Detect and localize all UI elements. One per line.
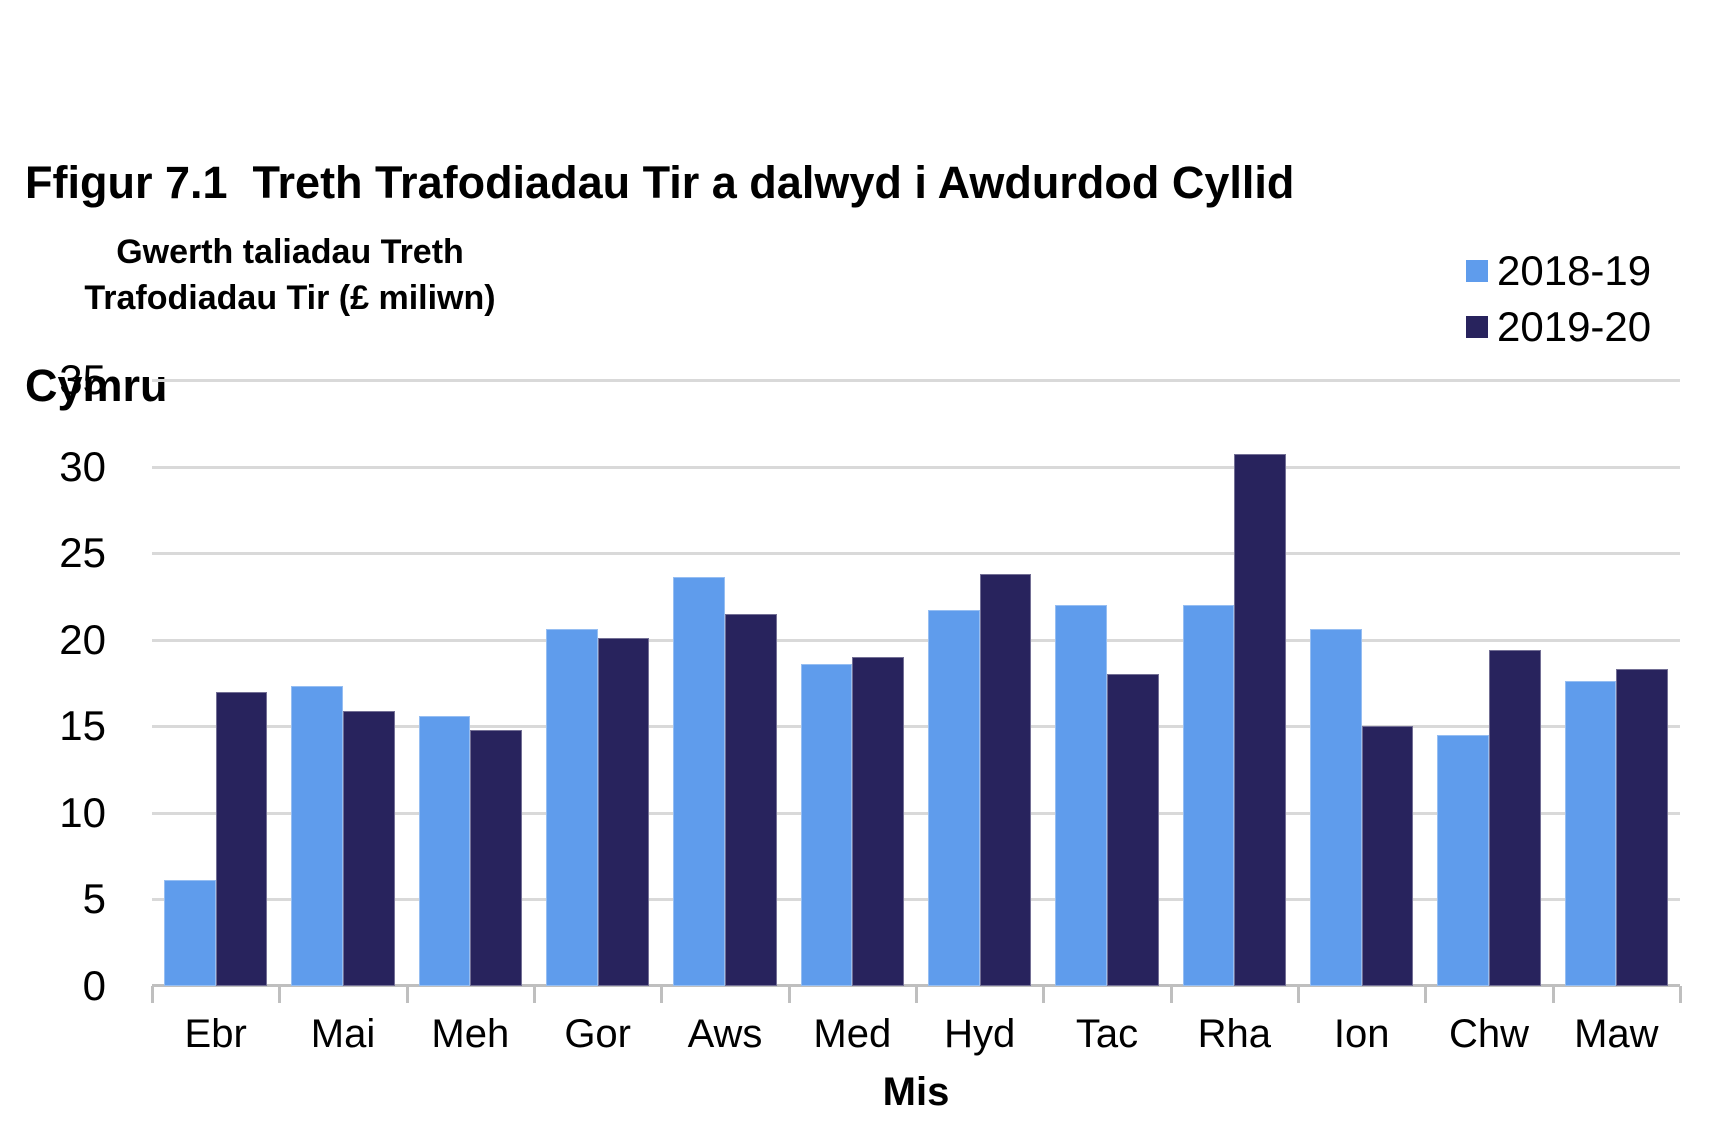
x-tick-label-Ion: Ion <box>1333 1012 1390 1056</box>
gridline-15 <box>152 725 1680 729</box>
bar-2018-19-Meh <box>418 715 471 986</box>
x-tick-label-Aws: Aws <box>687 1012 763 1056</box>
y-axis-title-line-1: Gwerth taliadau Treth <box>116 233 464 271</box>
legend-item-2018-19: 2018-19 <box>1466 250 1651 292</box>
bar-2018-19-Maw <box>1564 681 1617 986</box>
bar-2019-20-Hyd <box>979 573 1032 986</box>
gridline-35 <box>152 379 1680 382</box>
y-tick-label-30: 30 <box>59 442 106 490</box>
y-axis-title: Gwerth taliadau Treth Trafodiadau Tir (£… <box>55 230 525 322</box>
gridline-25 <box>152 552 1680 556</box>
x-tick-label-Ebr: Ebr <box>184 1012 247 1056</box>
plot-area <box>151 379 1682 1003</box>
y-axis-tick-labels: 0 5 10 15 20 25 30 35 <box>0 359 106 1007</box>
x-tick-label-Gor: Gor <box>564 1012 631 1056</box>
bar-2018-19-Rha <box>1182 605 1235 986</box>
x-axis-tick <box>278 986 281 1003</box>
x-axis-tick <box>915 986 918 1003</box>
x-tick-label-Chw: Chw <box>1448 1012 1529 1056</box>
y-tick-label-5: 5 <box>82 875 106 923</box>
x-axis-tick <box>1424 986 1427 1003</box>
x-axis-tick <box>660 986 663 1003</box>
x-axis-tick <box>1042 986 1045 1003</box>
y-tick-label-0: 0 <box>82 962 106 1009</box>
y-tick-label-25: 25 <box>59 529 106 577</box>
bar-2018-19-Med <box>800 663 853 986</box>
x-axis-tick <box>533 986 536 1003</box>
bar-2018-19-Mai <box>291 686 343 986</box>
bar-2018-19-Aws <box>673 577 725 986</box>
legend-item-2019-20: 2019-20 <box>1466 306 1651 348</box>
legend-label-2018-19: 2018-19 <box>1497 247 1652 294</box>
x-tick-label-Med: Med <box>813 1012 892 1056</box>
bar-2019-20-Mai <box>343 710 395 986</box>
x-axis-tick <box>1297 986 1300 1003</box>
y-tick-label-15: 15 <box>59 702 106 750</box>
bar-2019-20-Gor <box>597 637 650 986</box>
bar-2019-20-Ion <box>1361 726 1414 986</box>
bar-2019-20-Maw <box>1616 669 1668 986</box>
y-axis-title-line-2: Trafodiadau Tir (£ miliwn) <box>84 278 496 317</box>
bar-2019-20-Meh <box>470 729 522 986</box>
x-axis-tick <box>788 986 791 1003</box>
bar-2018-19-Ion <box>1310 629 1362 986</box>
bar-2018-19-Chw <box>1437 734 1489 986</box>
x-tick-label-Rha: Rha <box>1197 1012 1272 1056</box>
y-tick-label-20: 20 <box>59 615 106 663</box>
bar-2019-20-Med <box>852 657 904 986</box>
x-axis-title: Mis <box>882 1070 950 1114</box>
legend-swatch-2018-19-icon <box>1466 260 1488 282</box>
legend: 2018-19 2019-20 <box>1466 250 1651 348</box>
y-tick-label-35: 35 <box>59 356 106 403</box>
x-tick-label-Maw: Maw <box>1574 1012 1659 1056</box>
gridline-5 <box>152 898 1680 902</box>
x-axis-line <box>152 984 1680 987</box>
bar-2019-20-Aws <box>725 613 777 986</box>
x-axis-tick <box>1679 986 1682 1003</box>
x-axis-tick-labels: Ebr Mai Meh Gor Aws Med Hyd Tac Rha Ion Chw Maw <box>152 1014 1680 1064</box>
x-tick-label-Hyd: Hyd <box>944 1012 1016 1056</box>
gridline-30 <box>152 465 1680 469</box>
x-axis-tick <box>1552 986 1555 1003</box>
bar-2019-20-Rha <box>1234 454 1286 986</box>
legend-swatch-2019-20-icon <box>1466 316 1488 338</box>
bar-2018-19-Tac <box>1055 605 1107 986</box>
page-title-line-2: Cymru <box>25 359 168 411</box>
x-axis-tick <box>406 986 409 1003</box>
bar-2019-20-Ebr <box>215 691 268 986</box>
page-title: Ffigur 7.1 Treth Trafodiadau Tir a dalwy… <box>25 14 1525 554</box>
page-title-line-1: Ffigur 7.1 Treth Trafodiadau Tir a dalwy… <box>25 157 1295 208</box>
legend-label-2019-20: 2019-20 <box>1497 303 1652 350</box>
x-axis-tick <box>151 986 154 1003</box>
x-tick-label-Mai: Mai <box>310 1012 376 1056</box>
x-tick-label-Meh: Meh <box>431 1012 510 1056</box>
x-tick-label-Tac: Tac <box>1075 1012 1139 1056</box>
bar-2019-20-Tac <box>1107 674 1159 986</box>
bar-2018-19-Hyd <box>928 610 980 986</box>
bar-2018-19-Ebr <box>164 880 216 986</box>
gridline-20 <box>152 638 1680 642</box>
gridline-10 <box>152 811 1680 815</box>
bar-2018-19-Gor <box>546 629 598 986</box>
bar-2019-20-Chw <box>1489 650 1541 986</box>
y-tick-label-10: 10 <box>59 788 106 836</box>
x-axis-tick <box>1170 986 1173 1003</box>
